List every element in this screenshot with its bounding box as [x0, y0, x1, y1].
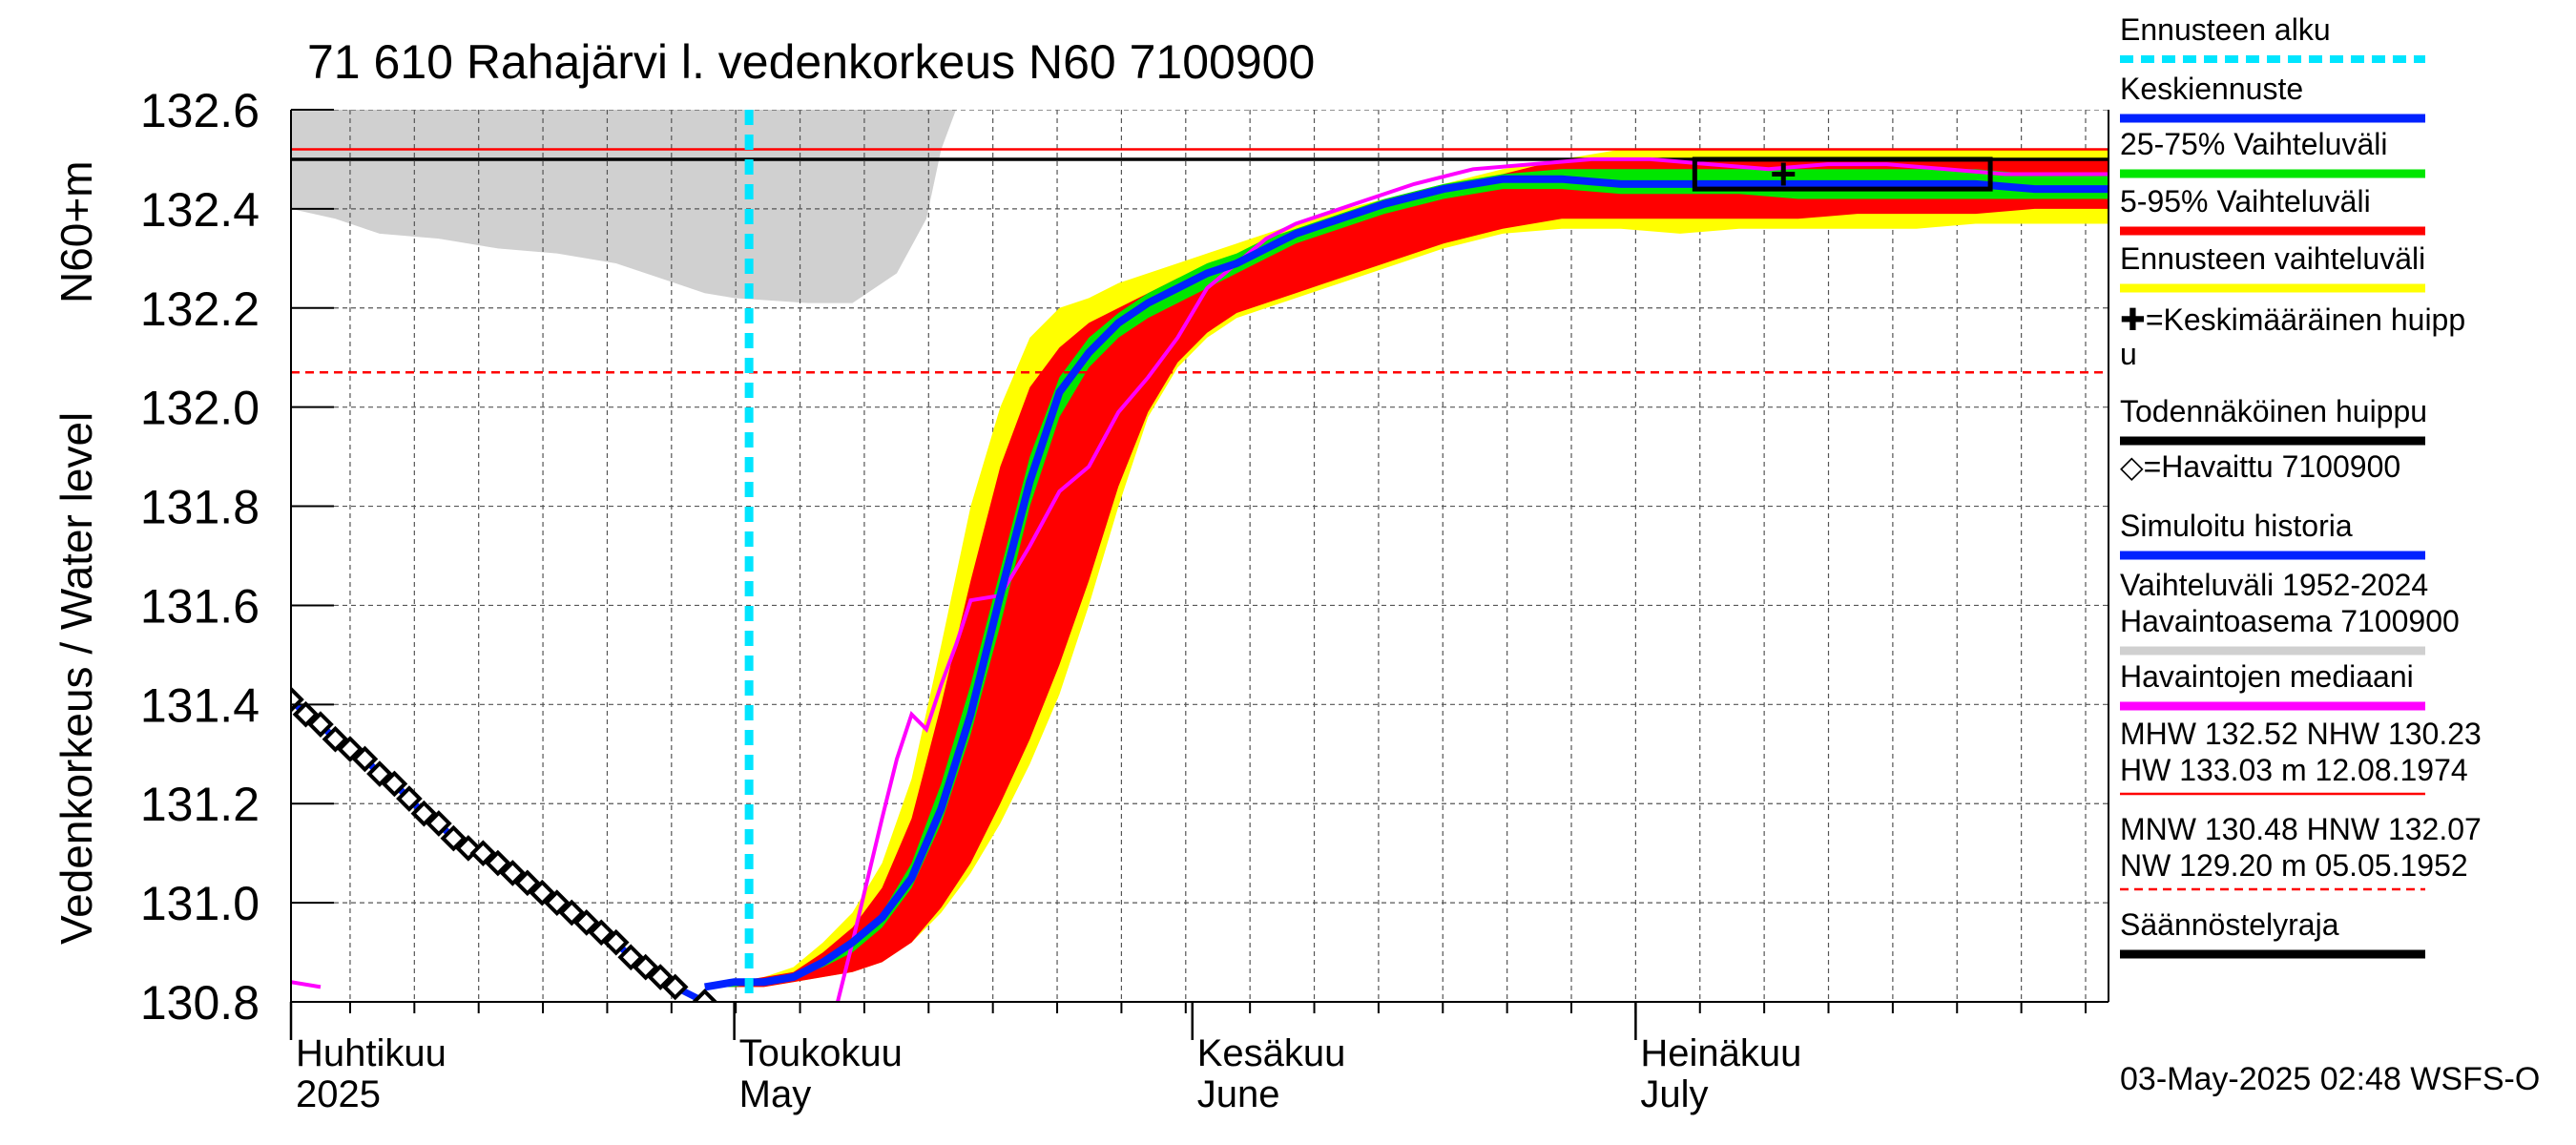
y-tick-label: 131.4	[140, 678, 260, 732]
month-label: Toukokuu	[739, 1032, 903, 1074]
legend-label: u	[2120, 337, 2137, 371]
observed-point	[366, 760, 393, 787]
observed-point	[469, 840, 497, 866]
median-line-start	[291, 980, 322, 989]
observed-point	[322, 725, 349, 753]
legend-label: Todennäköinen huippu	[2120, 394, 2427, 428]
legend-label: Vaihteluväli 1952-2024	[2120, 568, 2428, 602]
month-label: Kesäkuu	[1197, 1032, 1346, 1074]
legend-label: Havaintojen mediaani	[2120, 659, 2414, 694]
y-tick-label: 130.8	[140, 976, 260, 1030]
y-tick-label: 131.6	[140, 579, 260, 633]
legend-label: Havaintoasema 7100900	[2120, 604, 2460, 638]
observed-point	[410, 800, 438, 827]
legend-label: Ennusteen alku	[2120, 12, 2331, 47]
y-axis-label-top: N60+m	[52, 160, 101, 303]
legend: Ennusteen alku Keskiennuste 25-75% Vaihtel…	[2120, 12, 2482, 959]
observed-point	[440, 824, 467, 852]
observed-point	[499, 860, 527, 886]
month-sublabel: June	[1197, 1073, 1280, 1115]
y-tick-label: 132.4	[140, 183, 260, 237]
y-tick-label: 132.6	[140, 84, 260, 137]
legend-label: Ennusteen vaihteluväli	[2120, 241, 2425, 276]
y-tick-label: 131.2	[140, 778, 260, 831]
legend-label: MHW 132.52 NHW 130.23	[2120, 717, 2482, 751]
y-axis-label-bottom: Vedenkorkeus / Water level	[52, 412, 101, 945]
observed-point	[647, 964, 675, 990]
observed-point	[617, 944, 645, 971]
month-sublabel: July	[1640, 1073, 1708, 1115]
observed-point	[307, 711, 334, 738]
observed-point	[588, 919, 615, 947]
probable-peak-box	[1692, 156, 1993, 192]
month-sublabel: 2025	[296, 1073, 381, 1115]
observed-point	[543, 889, 571, 916]
observed-point	[396, 785, 423, 812]
observed-point	[529, 879, 556, 906]
footer-timestamp: 03-May-2025 02:48 WSFS-O	[2120, 1061, 2540, 1097]
observed-point	[558, 899, 586, 926]
legend-label: 25-75% Vaihteluväli	[2120, 127, 2387, 161]
observed-point	[572, 909, 600, 936]
y-tick-label: 131.0	[140, 877, 260, 930]
legend-label: ◇=Havaittu 7100900	[2120, 449, 2400, 484]
y-tick-label: 132.0	[140, 382, 260, 435]
month-label: Heinäkuu	[1640, 1032, 1801, 1074]
axes: 130.8 131.0 131.2 131.4 131.6 131.8 132.0 132.2…	[140, 84, 2109, 1115]
legend-label: 5-95% Vaihteluväli	[2120, 184, 2371, 219]
observed-point	[513, 869, 541, 897]
observed-point	[485, 849, 511, 877]
plot-area	[291, 110, 2109, 1002]
mean-peak-marker	[1772, 162, 1796, 186]
legend-label: Simuloitu historia	[2120, 509, 2353, 543]
mean-forecast-line	[704, 175, 2109, 991]
observed-point	[691, 989, 718, 1002]
median-line	[836, 156, 2109, 1002]
legend-label: Keskiennuste	[2120, 72, 2303, 106]
observed-point	[381, 770, 408, 798]
observed-point	[292, 700, 320, 728]
legend-label: Säännöstelyraja	[2120, 907, 2339, 942]
legend-label: ✚=Keskimääräinen huipp	[2120, 302, 2465, 337]
observed-point	[661, 973, 689, 1001]
chart-title: 71 610 Rahajärvi l. vedenkorkeus N60 710…	[307, 35, 1315, 89]
band-5-95	[704, 158, 2109, 988]
observed-point	[632, 953, 659, 981]
y-tick-label: 131.8	[140, 481, 260, 534]
legend-label: MNW 130.48 HNW 132.07	[2120, 812, 2482, 846]
observed-point	[337, 736, 364, 762]
y-tick-label: 132.2	[140, 282, 260, 336]
month-sublabel: May	[739, 1073, 812, 1115]
legend-label: NW 129.20 m 05.05.1952	[2120, 848, 2468, 883]
month-label: Huhtikuu	[296, 1032, 447, 1074]
observed-point	[426, 810, 452, 837]
observed-point	[351, 745, 379, 773]
observed-point	[602, 928, 630, 956]
legend-label: HW 133.03 m 12.08.1974	[2120, 753, 2468, 787]
